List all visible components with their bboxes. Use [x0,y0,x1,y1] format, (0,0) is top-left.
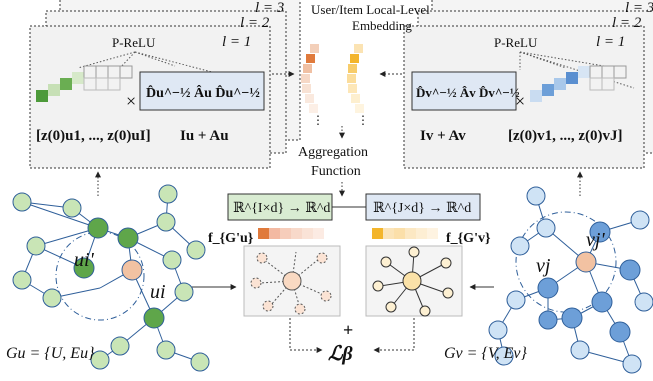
embedding-label-line2: Embedding [352,18,412,33]
left-layer2-label: l = 2 [240,15,270,31]
left-times-symbol: × [126,91,136,111]
loss-label: ℒβ [328,343,353,365]
right-gcn-panel: l = 3 l = 2 l = 1 P-ReLU D̂v^−½ Âv D̂v^−… [404,0,653,168]
item-global-embedding-label: f_{G'v} [446,231,491,246]
right-identity-formula: Iv + Av [420,128,466,144]
item-graph-caption: Gv = {V, Ev} [444,345,527,362]
item-map-formula: ℝ^{J×d} → ℝ^d [373,201,471,216]
user-global-embedding-label: f_{G'u} [208,231,254,246]
left-embeddings-formula: [z(0)u1, ..., z(0)uI] [36,128,151,144]
user-neighbor-label: ui' [74,249,95,271]
user-center-node [122,260,142,280]
user-center-label: ui [150,281,166,303]
aggregation-label-line2: Function [311,164,361,179]
user-global-embedding [258,228,324,239]
user-graph-caption: Gu = {U, Eu} [6,345,95,362]
left-identity-formula: Iu + Au [180,128,229,144]
user-graph [13,172,209,371]
left-gcn-panel: l = 3 l = 2 l = 1 P-ReLU × D̂u^−½ Âu [30,0,300,168]
svg-text:⋮: ⋮ [357,113,369,127]
right-times-symbol: × [515,91,525,111]
left-prelu-label: P-ReLU [112,35,156,50]
left-adjacency-formula: D̂u^−½ Âu D̂u^−½ [146,84,260,101]
item-center-node [576,252,596,272]
item-box-to-loss [374,318,414,350]
user-global-center-node [283,272,301,290]
right-layer1-label: l = 1 [596,34,625,50]
svg-text:⋮: ⋮ [312,113,324,127]
aggregation-label-line1: Aggregation [298,145,368,160]
right-embeddings-formula: [z(0)v1, ..., z(0)vJ] [508,128,623,144]
item-center-label: vj [536,255,551,277]
item-neighbor-label: vj' [586,229,605,251]
item-global-center-node [403,272,421,290]
item-local-embedding: ⋮ [347,44,369,127]
left-layer3-label: l = 3 [255,0,284,16]
right-layer2-label: l = 2 [612,15,642,31]
item-graph [489,172,653,373]
plus-sign: + [343,320,353,340]
left-layer1-label: l = 1 [222,34,251,50]
right-adjacency-formula: D̂v^−½ Âv D̂v^−½ [416,85,520,100]
user-box-to-loss [290,318,322,350]
item-global-embedding [372,228,438,239]
user-local-embedding: ⋮ [301,44,324,127]
right-prelu-label: P-ReLU [494,35,538,50]
right-layer3-label: l = 3 [625,0,653,16]
embedding-label-line1: User/Item Local-Level [311,2,430,17]
user-map-formula: ℝ^{I×d} → ℝ^d [233,201,330,216]
